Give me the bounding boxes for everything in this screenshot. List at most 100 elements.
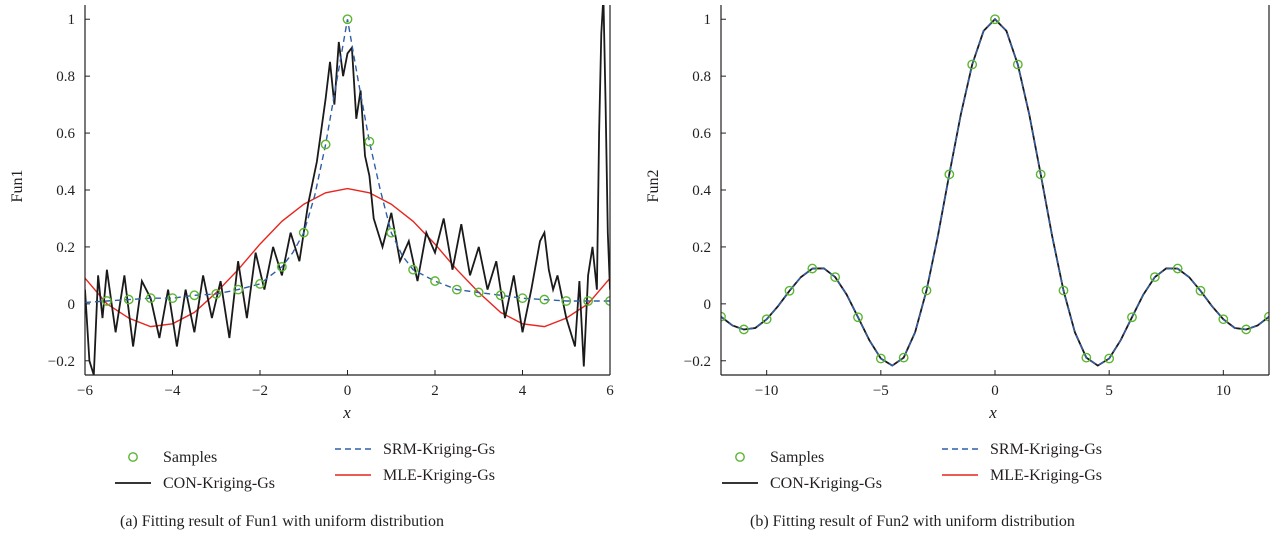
x-axis-label-b: x: [988, 403, 997, 422]
y-axis-label-a: Fun1: [9, 170, 26, 203]
x-tick-label: 2: [431, 383, 439, 399]
sample-marker: [583, 296, 594, 306]
series-line-con: [721, 17, 1269, 367]
y-tick-label: 1: [704, 12, 712, 28]
legend-entry: CON-Kriging-Gs: [722, 475, 882, 492]
sample-marker: [189, 290, 200, 301]
sample-marker: [561, 296, 572, 306]
legend-entry: Samples: [128, 449, 217, 466]
y-tick-label: 0: [704, 297, 712, 313]
sample-marker: [517, 293, 528, 304]
sample-marker: [145, 293, 156, 304]
x-axis-label-a: x: [342, 403, 351, 422]
series-line-srm: [85, 19, 610, 304]
sample-marker: [211, 288, 222, 299]
x-tick-label: 10: [1216, 383, 1231, 399]
sample-marker: [451, 284, 462, 295]
caption-a: (a) Fitting result of Fun1 with uniform …: [120, 513, 444, 530]
sample-marker: [990, 14, 1000, 25]
sample-marker: [473, 287, 484, 298]
sample-marker: [255, 279, 265, 289]
legend-label: CON-Kriging-Gs: [163, 475, 275, 492]
sample-marker: [320, 139, 331, 150]
sample-marker: [807, 263, 818, 274]
sample-marker: [1195, 285, 1206, 296]
y-tick-label: 1: [68, 12, 76, 28]
x-tick-label: 0: [344, 383, 352, 399]
chart-panel-b: −10 −5 0 5 10 −0.2 0 0.2 0.4 0.6 0.8 1 Fun2 x Sampl…: [645, 5, 1270, 530]
sample-marker: [1012, 59, 1023, 70]
sample-marker: [761, 314, 772, 325]
sample-marker: [1149, 272, 1160, 282]
y-tick-label: 0.6: [692, 126, 711, 142]
x-tick-label: −6: [77, 383, 93, 399]
x-tick-label: −10: [755, 383, 778, 399]
x-tick-label: −4: [165, 383, 181, 399]
y-tick-label: 0.6: [56, 126, 75, 142]
x-tick-label: 6: [606, 383, 614, 399]
y-tick-label: 0.4: [692, 183, 711, 199]
legend-entry: CON-Kriging-Gs: [115, 475, 275, 492]
plot-area-b: [721, 14, 1269, 367]
plot-area-a: [85, 5, 610, 375]
sample-marker: [298, 227, 309, 238]
sample-marker: [967, 59, 978, 70]
legend-a: Samples CON-Kriging-Gs SRM-Kriging-Gs MLE-K…: [115, 441, 495, 492]
sample-marker: [539, 294, 550, 305]
y-tick-label: 0.2: [692, 240, 711, 256]
sample-marker: [408, 264, 419, 275]
sample-marker: [921, 285, 932, 296]
caption-b: (b) Fitting result of Fun2 with uniform …: [750, 513, 1075, 530]
y-tick-label: 0.4: [56, 183, 75, 199]
x-tick-label: −5: [873, 383, 889, 399]
legend-label: SRM-Kriging-Gs: [990, 441, 1102, 458]
sample-marker: [853, 312, 863, 323]
sample-marker: [276, 261, 287, 272]
sample-marker: [1172, 263, 1183, 274]
legend-swatch-samples: [735, 452, 745, 462]
y-tick-label: 0.8: [692, 69, 711, 85]
sample-marker: [721, 311, 726, 322]
sample-marker: [784, 285, 795, 296]
sample-marker: [1241, 324, 1252, 335]
series-line-mle: [721, 18, 1269, 367]
y-tick-label: 0: [68, 297, 76, 313]
x-tick-label: 4: [519, 383, 527, 399]
sample-marker: [364, 136, 375, 147]
legend-label: MLE-Kriging-Gs: [383, 467, 495, 484]
series-line-mle: [85, 187, 610, 328]
sample-marker: [944, 169, 955, 180]
sample-marker: [1081, 352, 1092, 363]
legend-label: MLE-Kriging-Gs: [990, 467, 1102, 484]
chart-panel-a: −6 −4 −2 0 2 4 6 −0.2 0 0.2 0.4 0.6 0.8 1 Fun1 x Samp…: [9, 5, 614, 530]
legend-label: Samples: [770, 449, 824, 466]
sample-marker: [342, 14, 353, 25]
x-tick-label: 5: [1105, 383, 1113, 399]
axes-a: −6 −4 −2 0 2 4 6 −0.2 0 0.2 0.4 0.6 0.8 1: [48, 5, 614, 399]
legend-entry: MLE-Kriging-Gs: [942, 467, 1102, 484]
sample-marker: [1218, 314, 1229, 325]
sample-marker: [898, 352, 909, 363]
y-tick-label: 0.2: [56, 240, 75, 256]
x-tick-label: −2: [252, 383, 268, 399]
sample-marker: [830, 272, 841, 282]
sample-marker: [875, 353, 886, 364]
legend-entry: Samples: [735, 449, 824, 466]
series-line-srm: [721, 18, 1269, 367]
legend-entry: SRM-Kriging-Gs: [335, 441, 495, 458]
series-line-con: [85, 5, 610, 375]
sample-marker: [1058, 285, 1069, 296]
sample-marker: [167, 293, 178, 304]
sample-marker: [386, 227, 397, 238]
legend-label: SRM-Kriging-Gs: [383, 441, 495, 458]
legend-label: CON-Kriging-Gs: [770, 475, 882, 492]
sample-marker: [1127, 312, 1137, 323]
y-tick-label: −0.2: [48, 354, 75, 370]
axes-b: −10 −5 0 5 10 −0.2 0 0.2 0.4 0.6 0.8 1: [684, 5, 1270, 399]
y-tick-label: 0.8: [56, 69, 75, 85]
sample-marker: [233, 284, 244, 295]
y-axis-label-b: Fun2: [645, 170, 662, 203]
sample-marker: [1035, 169, 1046, 180]
x-tick-label: 0: [991, 383, 999, 399]
